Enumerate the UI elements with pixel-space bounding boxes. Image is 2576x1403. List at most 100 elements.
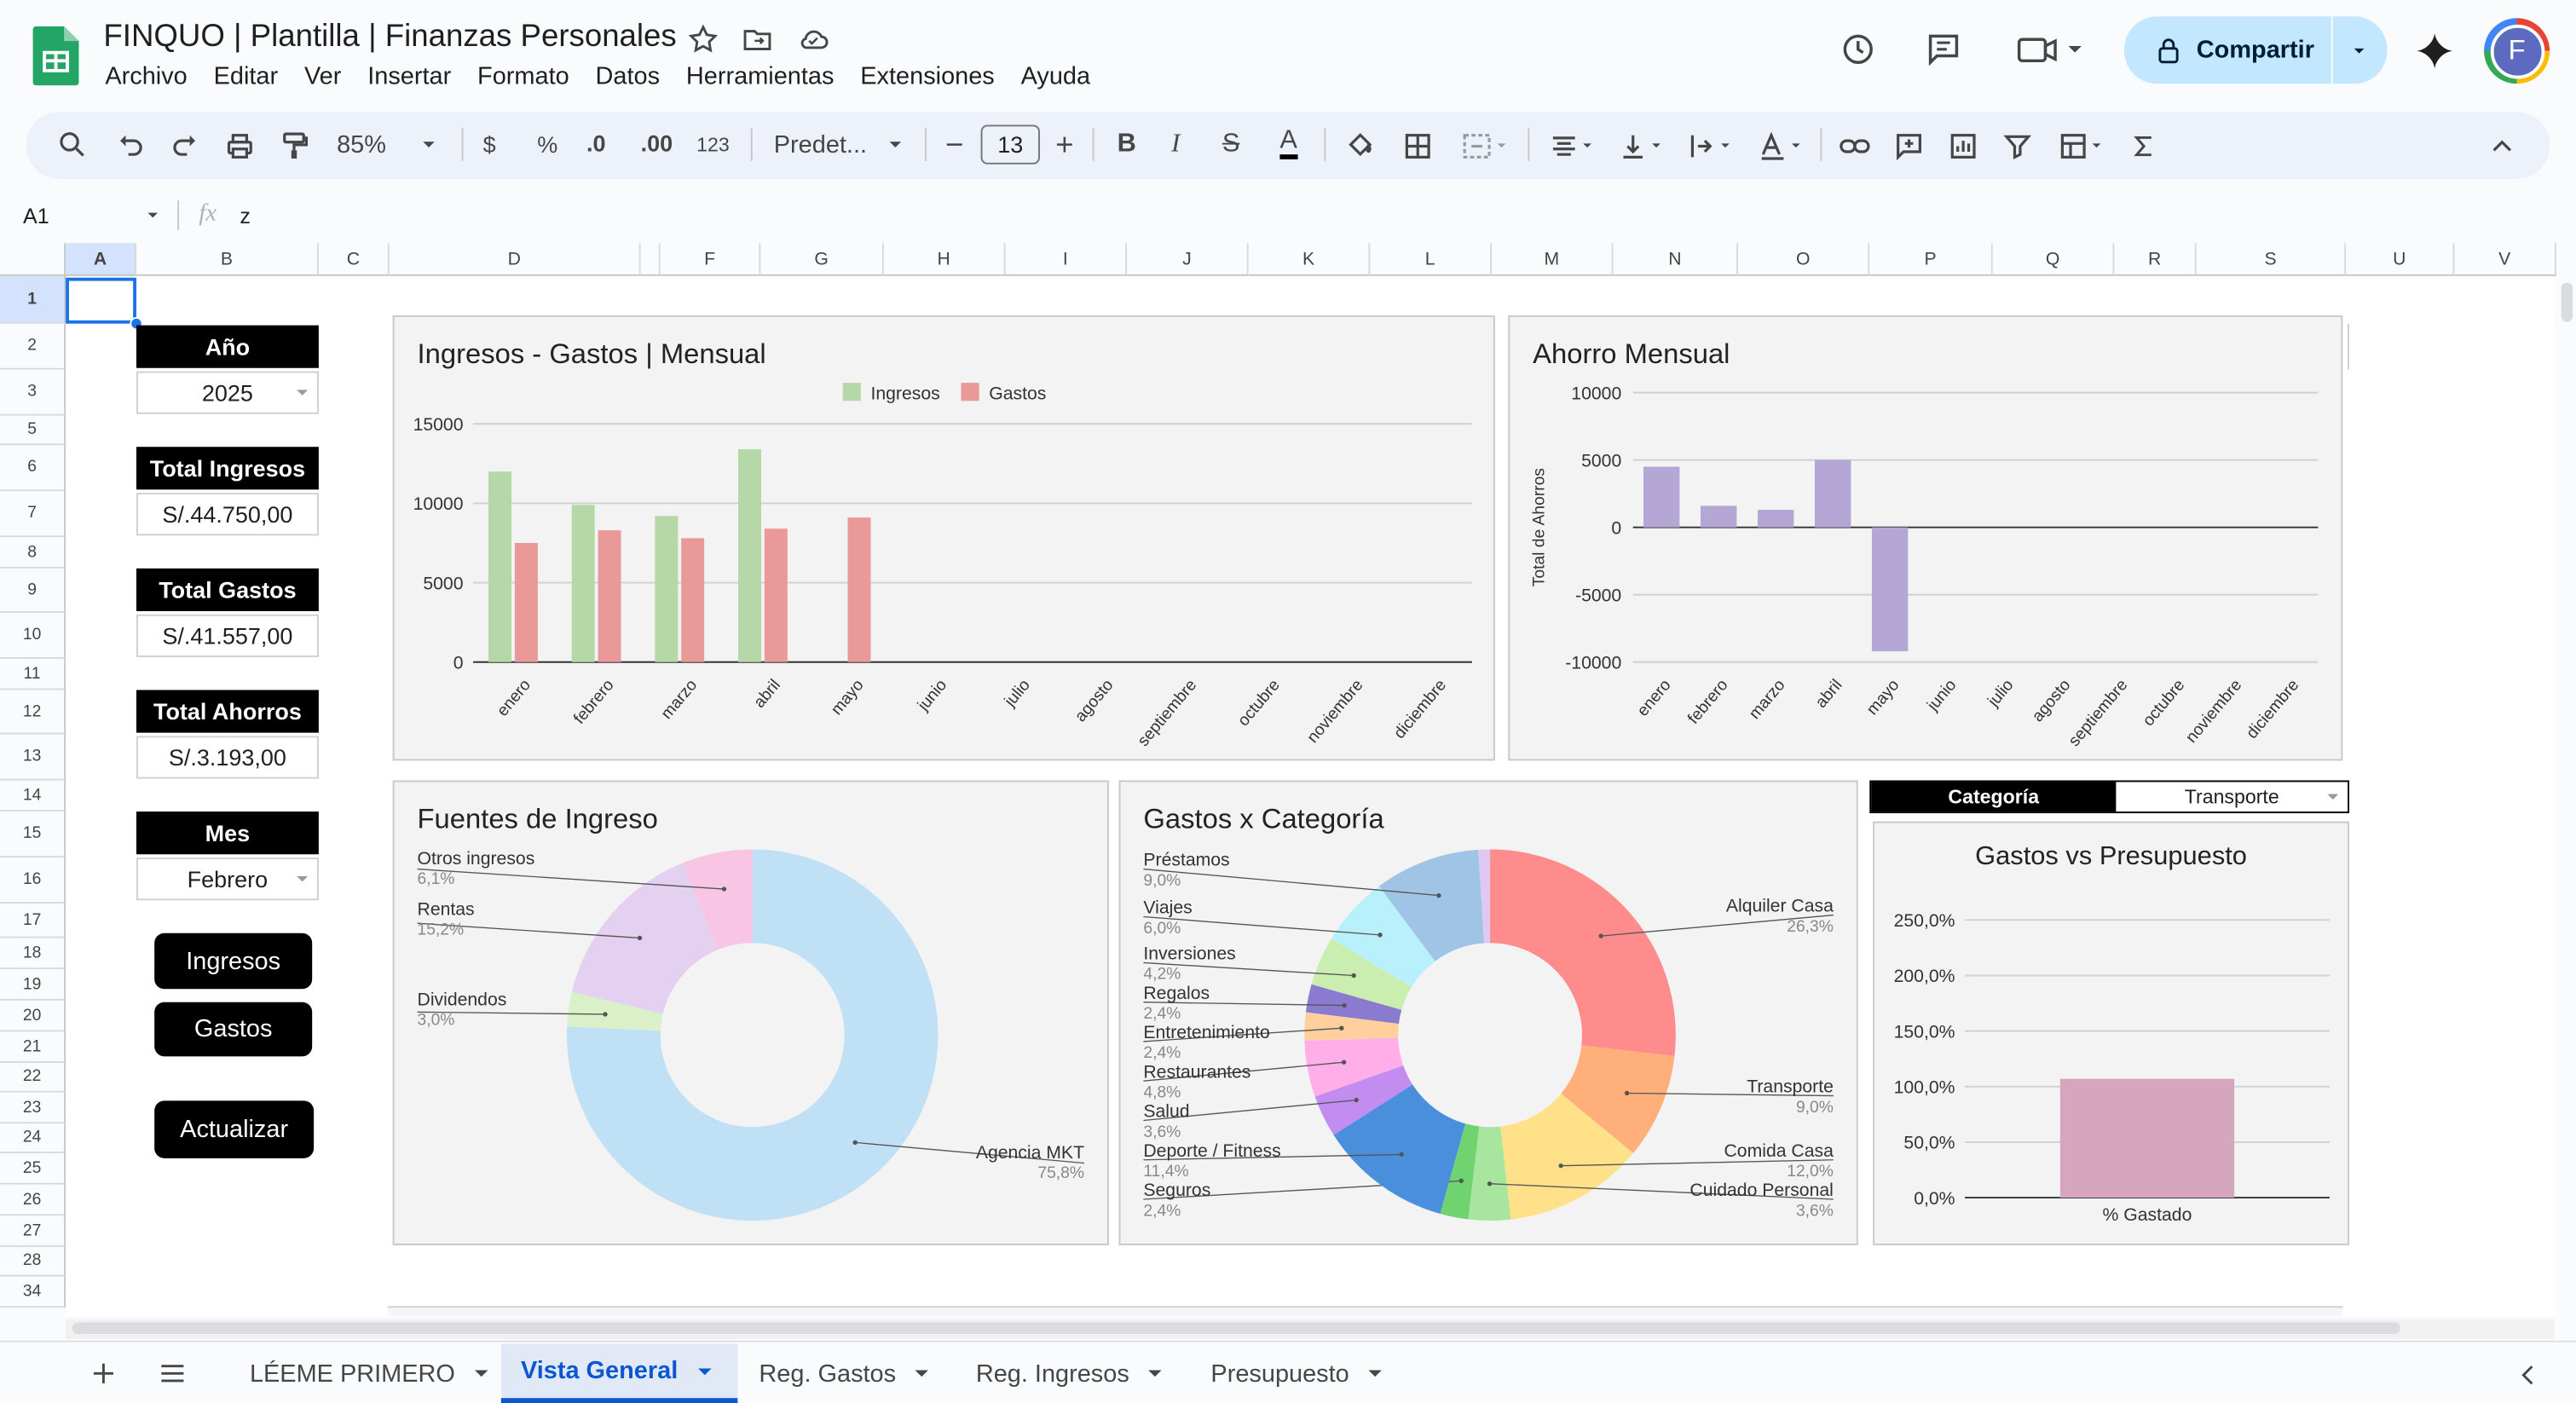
category-dropdown[interactable]: Transporte <box>2116 782 2348 811</box>
borders-icon[interactable] <box>1401 130 1435 163</box>
budget-chart[interactable]: Gastos vs Presupuesto 250,0% 200,0% 150,0%… <box>1873 821 2350 1245</box>
add-sheet-icon[interactable] <box>89 1359 118 1389</box>
row-header-11[interactable]: 11 <box>0 658 66 690</box>
vertical-scrollbar[interactable] <box>2556 275 2576 1316</box>
column-header-H[interactable]: H <box>883 243 1006 276</box>
column-header-N[interactable]: N <box>1613 243 1739 276</box>
percent-format-button[interactable]: % <box>537 131 558 159</box>
insert-comment-icon[interactable] <box>1892 130 1926 163</box>
menu-editar[interactable]: Editar <box>213 62 279 91</box>
comments-icon[interactable] <box>1924 30 1963 69</box>
row-header-34[interactable]: 34 <box>0 1276 66 1308</box>
corner-cell[interactable] <box>0 243 66 276</box>
vertical-scroll-thumb[interactable] <box>2561 282 2573 322</box>
dropdown-arrow-icon[interactable] <box>2325 788 2341 805</box>
row-header-26[interactable]: 26 <box>0 1184 66 1216</box>
year-dropdown[interactable]: 2025 <box>136 371 319 414</box>
insert-chart-icon[interactable] <box>1947 130 1980 163</box>
decrease-decimal-button[interactable]: .0 <box>586 130 606 157</box>
row-header-21[interactable]: 21 <box>0 1031 66 1064</box>
column-header-O[interactable]: O <box>1738 243 1870 276</box>
row-header-17[interactable]: 17 <box>0 904 66 938</box>
column-header-V[interactable]: V <box>2454 243 2556 276</box>
column-header-U[interactable]: U <box>2346 243 2455 276</box>
column-header-S[interactable]: S <box>2196 243 2347 276</box>
update-button[interactable]: Actualizar <box>154 1100 315 1158</box>
paint-format-icon[interactable] <box>278 130 311 163</box>
selected-cell-a1[interactable] <box>66 277 136 324</box>
row-header-15[interactable]: 15 <box>0 811 66 858</box>
column-header-C[interactable]: C <box>318 243 390 276</box>
income-button[interactable]: Ingresos <box>154 932 313 990</box>
merge-cells-icon[interactable] <box>1456 130 1515 163</box>
column-header-J[interactable]: J <box>1127 243 1249 276</box>
column-header-L[interactable]: L <box>1370 243 1492 276</box>
expense-category-chart[interactable]: Gastos x Categoría Alquiler Casa 26,3% Tra… <box>1118 780 1858 1245</box>
menu-ver[interactable]: Ver <box>303 62 342 91</box>
bold-button[interactable]: B <box>1117 130 1136 159</box>
row-header-10[interactable]: 10 <box>0 612 66 659</box>
decrease-font-size-icon[interactable] <box>941 131 967 158</box>
column-header-B[interactable]: B <box>136 243 319 276</box>
increase-decimal-button[interactable]: .00 <box>640 130 673 157</box>
row-header-13[interactable]: 13 <box>0 734 66 781</box>
column-header-K[interactable]: K <box>1248 243 1371 276</box>
column-header-M[interactable]: M <box>1491 243 1614 276</box>
text-color-button[interactable]: A <box>1279 126 1297 159</box>
row-header-20[interactable]: 20 <box>0 1000 66 1032</box>
name-box[interactable]: A1 <box>22 203 49 228</box>
text-rotation-icon[interactable] <box>1753 130 1809 163</box>
menu-archivo[interactable]: Archivo <box>105 62 188 91</box>
redo-icon[interactable] <box>170 130 203 163</box>
meet-icon[interactable] <box>2016 30 2088 69</box>
row-header-14[interactable]: 14 <box>0 780 66 812</box>
menu-insertar[interactable]: Insertar <box>367 62 452 91</box>
column-header-hidden[interactable] <box>640 243 661 276</box>
sheet-tab-vista-general[interactable]: Vista General <box>500 1343 738 1403</box>
row-header-28[interactable]: 28 <box>0 1246 66 1277</box>
row-header-1[interactable]: 1 <box>0 275 66 324</box>
expense-button[interactable]: Gastos <box>154 1002 313 1057</box>
vertical-align-icon[interactable] <box>1614 130 1670 163</box>
row-header-12[interactable]: 12 <box>0 690 66 735</box>
column-header-P[interactable]: P <box>1869 243 1993 276</box>
column-header-A[interactable]: A <box>66 243 136 276</box>
row-header-23[interactable]: 23 <box>0 1092 66 1124</box>
italic-button[interactable]: I <box>1171 130 1181 159</box>
menu-datos[interactable]: Datos <box>595 62 661 91</box>
currency-format-button[interactable]: $ <box>482 131 496 159</box>
row-header-24[interactable]: 24 <box>0 1123 66 1154</box>
search-menus-icon[interactable] <box>56 128 90 161</box>
menu-formato[interactable]: Formato <box>477 62 569 91</box>
filter-icon[interactable] <box>2001 130 2034 163</box>
zoom-select[interactable]: 85% <box>337 131 386 159</box>
menu-extensiones[interactable]: Extensiones <box>860 62 995 91</box>
formula-input[interactable]: z <box>240 203 251 228</box>
gemini-icon[interactable] <box>2413 30 2456 72</box>
row-header-22[interactable]: 22 <box>0 1063 66 1093</box>
menu-herramientas[interactable]: Herramientas <box>685 62 835 91</box>
zoom-chevron-icon[interactable] <box>418 133 441 156</box>
menu-ayuda[interactable]: Ayuda <box>1020 62 1091 91</box>
income-expense-chart[interactable]: Ingresos - Gastos | Mensual Ingresos Gast… <box>392 315 1495 761</box>
month-dropdown[interactable]: Febrero <box>136 857 319 901</box>
insert-link-icon[interactable] <box>1837 130 1873 163</box>
sheet-tab-presupuesto[interactable]: Presupuesto <box>1191 1344 1405 1403</box>
undo-icon[interactable] <box>113 130 147 163</box>
number-format-button[interactable]: 123 <box>696 133 730 157</box>
strikethrough-button[interactable]: S <box>1222 130 1240 159</box>
cloud-status-icon[interactable] <box>795 23 831 56</box>
income-sources-chart[interactable]: Fuentes de Ingreso Agencia MKT 75,8% Divid… <box>392 780 1109 1245</box>
move-folder-icon[interactable] <box>741 23 774 56</box>
horizontal-align-icon[interactable] <box>1545 130 1601 163</box>
column-header-Q[interactable]: Q <box>1992 243 2115 276</box>
sheet-tab-reg-gastos[interactable]: Reg. Gastos <box>739 1344 951 1403</box>
row-header-3[interactable]: 3 <box>0 369 66 416</box>
sheets-logo-icon[interactable] <box>32 26 79 86</box>
column-header-I[interactable]: I <box>1005 243 1128 276</box>
column-header-G[interactable]: G <box>760 243 884 276</box>
row-header-7[interactable]: 7 <box>0 491 66 538</box>
increase-font-size-icon[interactable] <box>1051 131 1077 158</box>
monthly-savings-chart[interactable]: Ahorro Mensual Total de Ahorros 10000 5000… <box>1508 315 2343 761</box>
avatar[interactable]: F <box>2484 18 2550 84</box>
